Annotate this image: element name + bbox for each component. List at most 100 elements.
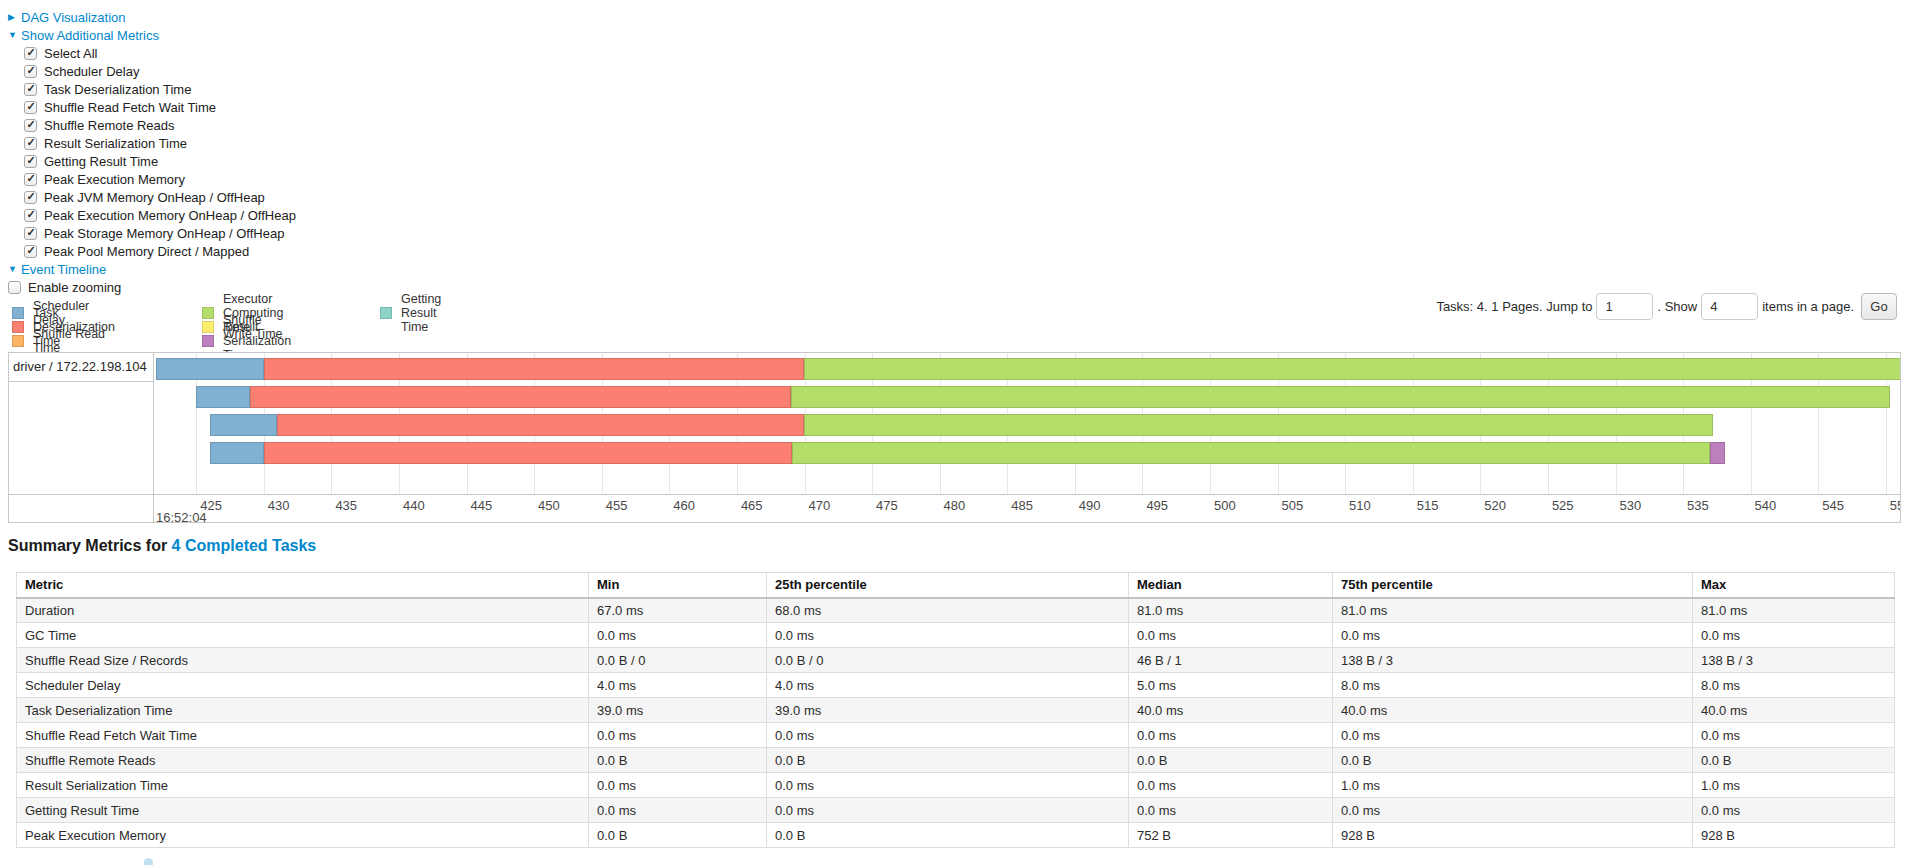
legend-label: Shuffle Read Time (33, 327, 115, 355)
axis-tick-label: 515 (1417, 498, 1439, 513)
checkbox-task-deserialization-time[interactable] (24, 83, 37, 96)
dag-visualization-toggle[interactable]: ▶ DAG Visualization (8, 8, 296, 26)
checkbox-result-serialization-time[interactable] (24, 137, 37, 150)
metric-name-cell: Shuffle Read Fetch Wait Time (17, 723, 589, 748)
partial-content-below-fold (144, 858, 153, 865)
legend-swatch-shuffle-write-time (202, 321, 214, 333)
axis-tick-label: 455 (606, 498, 628, 513)
show-additional-metrics-toggle[interactable]: ▼ Show Additional Metrics (8, 26, 296, 44)
metric-checkbox-row: Scheduler Delay (24, 62, 296, 80)
timeline-segment-task-deserialization[interactable] (264, 442, 793, 464)
metric-value-cell: 138 B / 3 (1333, 648, 1693, 673)
event-timeline-chart: driver / 172.22.198.104 16:52:04 4254304… (8, 352, 1901, 523)
pagination-summary-text: Tasks: 4. 1 Pages. Jump to (1436, 299, 1592, 314)
axis-tick-label: 485 (1011, 498, 1033, 513)
axis-tick-label: 505 (1282, 498, 1304, 513)
enable-zooming-checkbox[interactable] (8, 281, 21, 294)
metric-value-cell: 0.0 B / 0 (589, 648, 767, 673)
axis-tick-label: 530 (1620, 498, 1642, 513)
timeline-segment-task-deserialization[interactable] (264, 358, 805, 380)
timeline-segment-executor-computing[interactable] (804, 358, 1900, 380)
checkbox-getting-result-time[interactable] (24, 155, 37, 168)
metric-value-cell: 46 B / 1 (1129, 648, 1333, 673)
axis-tick-label: 550 (1890, 498, 1900, 513)
metric-checkbox-row: Peak JVM Memory OnHeap / OffHeap (24, 188, 296, 206)
timeline-task-bar (210, 414, 1713, 436)
legend-column: Executor Computing TimeShuffle Write Tim… (202, 306, 291, 348)
metric-value-cell: 0.0 B / 0 (767, 648, 1129, 673)
column-header-25th-percentile: 25th percentile (767, 573, 1129, 598)
axis-tick-label: 480 (944, 498, 966, 513)
checkbox-scheduler-delay[interactable] (24, 65, 37, 78)
metric-value-cell: 39.0 ms (589, 698, 767, 723)
checkbox-shuffle-remote-reads[interactable] (24, 119, 37, 132)
timeline-segment-executor-computing[interactable] (804, 414, 1712, 436)
timeline-segment-executor-computing[interactable] (791, 386, 1890, 408)
task-pagination: Tasks: 4. 1 Pages. Jump to . Show items … (1436, 292, 1897, 320)
legend-item-shuffle-read-time: Shuffle Read Time (12, 334, 115, 348)
metric-value-cell: 81.0 ms (1693, 598, 1895, 623)
column-header-metric: Metric (17, 573, 589, 598)
checkbox-peak-storage-memory-onheap-offheap[interactable] (24, 227, 37, 240)
metric-value-cell: 928 B (1333, 823, 1693, 848)
timeline-segment-executor-computing[interactable] (792, 442, 1710, 464)
legend-swatch-shuffle-read-time (12, 335, 24, 347)
checkbox-label: Getting Result Time (44, 154, 158, 169)
checkbox-label: Shuffle Read Fetch Wait Time (44, 100, 216, 115)
pagination-items-text: items in a page. (1762, 299, 1854, 314)
axis-tick-label: 440 (403, 498, 425, 513)
checkbox-label: Task Deserialization Time (44, 82, 191, 97)
checkbox-peak-execution-memory[interactable] (24, 173, 37, 186)
timeline-segment-scheduler-delay[interactable] (196, 386, 250, 408)
checkbox-peak-execution-memory-onheap-offheap[interactable] (24, 209, 37, 222)
timeline-segment-scheduler-delay[interactable] (210, 442, 264, 464)
checkbox-label: Shuffle Remote Reads (44, 118, 175, 133)
timeline-plot-area (155, 353, 1900, 494)
metric-value-cell: 8.0 ms (1333, 673, 1693, 698)
metric-value-cell: 0.0 B (589, 748, 767, 773)
jump-to-page-input[interactable] (1596, 293, 1653, 320)
column-header-max: Max (1693, 573, 1895, 598)
completed-tasks-link[interactable]: 4 Completed Tasks (172, 537, 317, 554)
timeline-segment-scheduler-delay[interactable] (156, 358, 264, 380)
axis-tick-label: 535 (1687, 498, 1709, 513)
checkbox-label: Peak Execution Memory OnHeap / OffHeap (44, 208, 296, 223)
metric-name-cell: Scheduler Delay (17, 673, 589, 698)
table-row: Shuffle Read Size / Records0.0 B / 00.0 … (17, 648, 1895, 673)
legend-swatch-scheduler-delay (12, 307, 24, 319)
timeline-segment-task-deserialization[interactable] (250, 386, 791, 408)
axis-tick-label: 425 (200, 498, 222, 513)
metric-value-cell: 0.0 B (1129, 748, 1333, 773)
timeline-segment-scheduler-delay[interactable] (210, 414, 278, 436)
axis-tick-label: 445 (471, 498, 493, 513)
legend-swatch-task-deserialization-time (12, 321, 24, 333)
axis-tick-label: 525 (1552, 498, 1574, 513)
checkbox-shuffle-read-fetch-wait-time[interactable] (24, 101, 37, 114)
checkbox-peak-pool-memory-direct-mapped[interactable] (24, 245, 37, 258)
show-additional-metrics-link[interactable]: Show Additional Metrics (21, 28, 159, 43)
event-timeline-link[interactable]: Event Timeline (21, 262, 106, 277)
axis-tick-label: 510 (1349, 498, 1371, 513)
column-header-median: Median (1129, 573, 1333, 598)
collapsed-arrow-icon: ▶ (8, 12, 21, 22)
table-row: Shuffle Read Fetch Wait Time0.0 ms0.0 ms… (17, 723, 1895, 748)
event-timeline-toggle[interactable]: ▼ Event Timeline (8, 260, 296, 278)
axis-tick-label: 545 (1822, 498, 1844, 513)
checkbox-peak-jvm-memory-onheap-offheap[interactable] (24, 191, 37, 204)
legend-column: Getting Result Time (380, 306, 441, 320)
axis-tick-label: 475 (876, 498, 898, 513)
pagination-show-text: . Show (1657, 299, 1697, 314)
timeline-segment-task-deserialization[interactable] (277, 414, 804, 436)
checkbox-select-all[interactable] (24, 47, 37, 60)
legend-item-result-serialization-time: Result Serialization Time (202, 334, 291, 348)
axis-tick-label: 540 (1755, 498, 1777, 513)
dag-visualization-link[interactable]: DAG Visualization (21, 10, 126, 25)
go-button[interactable]: Go (1861, 293, 1897, 320)
timeline-segment-result-serialization[interactable] (1710, 442, 1725, 464)
metric-value-cell: 0.0 ms (1129, 623, 1333, 648)
metric-name-cell: Shuffle Read Size / Records (17, 648, 589, 673)
summary-heading-text: Summary Metrics for (8, 537, 172, 554)
legend-item-getting-result-time: Getting Result Time (380, 306, 441, 320)
metric-value-cell: 0.0 ms (1693, 723, 1895, 748)
page-size-input[interactable] (1701, 293, 1758, 320)
